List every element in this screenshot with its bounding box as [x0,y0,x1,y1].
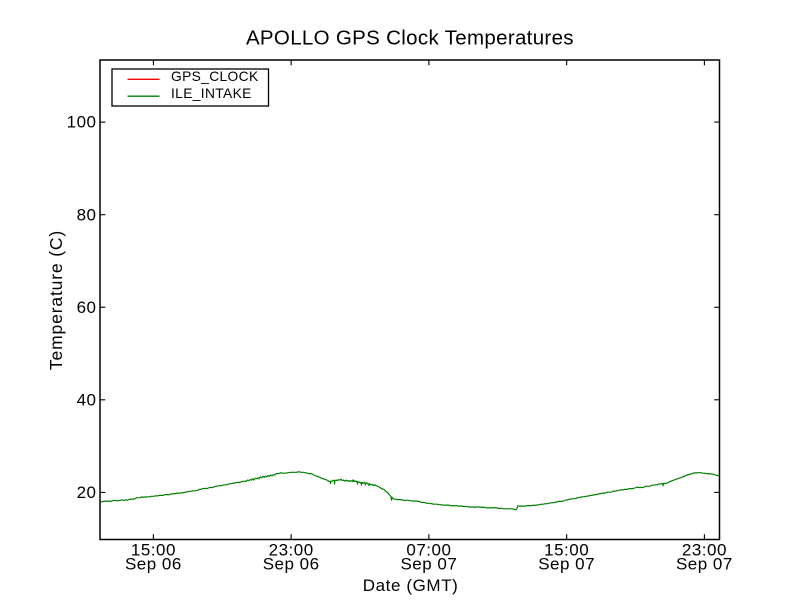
svg-text:Temperature (C): Temperature (C) [46,230,66,370]
svg-text:GPS_CLOCK: GPS_CLOCK [171,69,259,84]
svg-text:23:00: 23:00 [682,541,727,560]
svg-text:Sep 06: Sep 06 [125,554,182,573]
svg-text:23:00: 23:00 [269,541,314,560]
svg-text:ILE_INTAKE: ILE_INTAKE [171,86,252,101]
svg-text:20: 20 [77,483,97,502]
svg-text:15:00: 15:00 [131,541,176,560]
svg-text:60: 60 [77,298,97,317]
svg-text:Sep 07: Sep 07 [676,554,733,573]
svg-text:15:00: 15:00 [544,541,589,560]
svg-text:100: 100 [67,113,97,132]
svg-text:APOLLO GPS Clock Temperatures: APOLLO GPS Clock Temperatures [246,27,574,50]
svg-text:80: 80 [77,205,97,224]
svg-text:40: 40 [77,390,97,409]
svg-text:Sep 07: Sep 07 [400,554,457,573]
svg-text:07:00: 07:00 [406,541,451,560]
svg-text:Date (GMT): Date (GMT) [363,576,459,595]
svg-text:Sep 07: Sep 07 [538,554,595,573]
svg-text:Sep 06: Sep 06 [263,554,320,573]
